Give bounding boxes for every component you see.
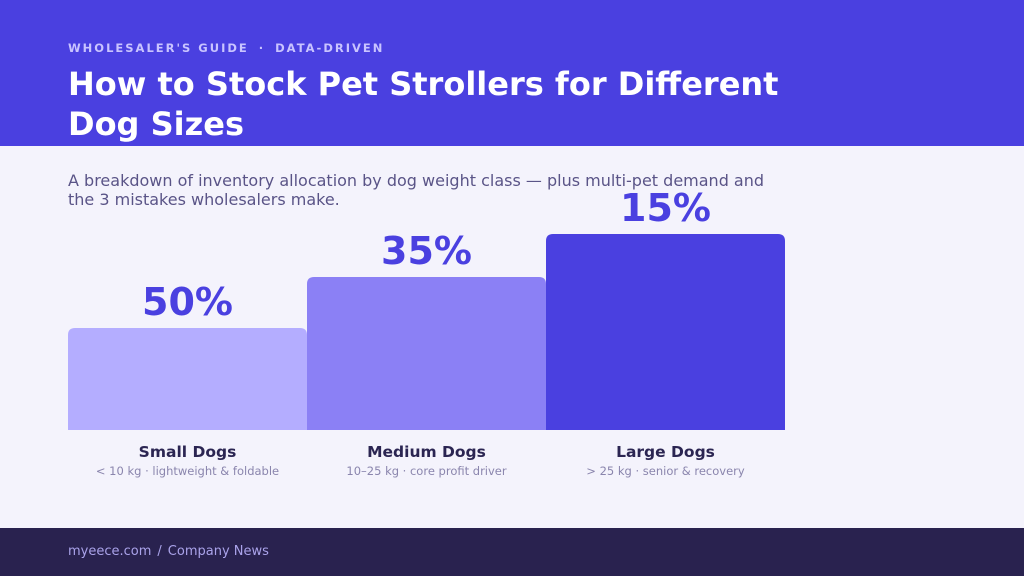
footer: myeece.com / Company News <box>0 528 1024 576</box>
category-label: Medium Dogs <box>367 443 486 461</box>
bar-value-label: 15% <box>620 186 711 230</box>
category-label: Small Dogs <box>139 443 237 461</box>
eyebrow-tag: DATA-DRIVEN <box>275 41 385 55</box>
header-banner: WHOLESALER'S GUIDE · DATA-DRIVEN How to St… <box>0 0 1024 146</box>
footer-separator: / <box>157 544 162 559</box>
category-description: < 10 kg · lightweight & foldable <box>96 464 279 478</box>
eyebrow-separator: · <box>258 41 266 55</box>
eyebrow-category: WHOLESALER'S GUIDE <box>68 41 249 55</box>
footer-site-link[interactable]: myeece.com <box>68 544 152 559</box>
page-subtitle: A breakdown of inventory allocation by d… <box>68 171 765 209</box>
category-description: > 25 kg · senior & recovery <box>586 464 745 478</box>
category-description: 10–25 kg · core profit driver <box>346 464 506 478</box>
bar-medium-dogs <box>307 277 546 430</box>
bar-large-dogs <box>546 234 785 430</box>
category-label: Large Dogs <box>616 443 715 461</box>
bar-small-dogs <box>68 328 307 430</box>
page-title: How to Stock Pet Strollers for Different… <box>68 65 779 143</box>
bar-value-label: 50% <box>142 280 233 324</box>
eyebrow: WHOLESALER'S GUIDE · DATA-DRIVEN <box>68 41 384 55</box>
bar-value-label: 35% <box>381 229 472 273</box>
footer-section-link[interactable]: Company News <box>167 544 269 559</box>
